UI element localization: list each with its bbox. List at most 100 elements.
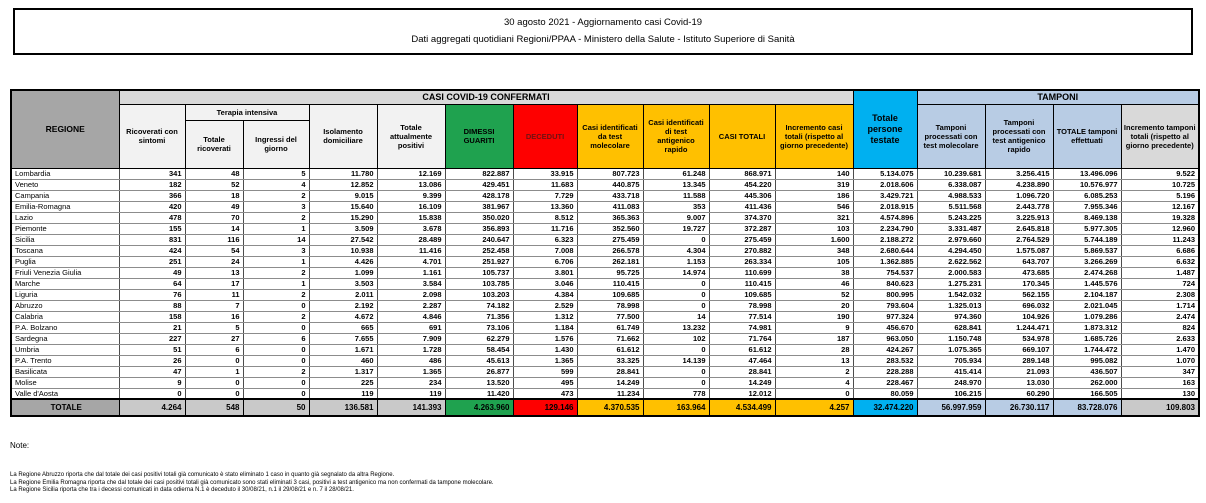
cell-ricoverati-sintomi: 424 — [118, 244, 186, 257]
region-name: Abruzzo — [10, 299, 120, 312]
cell-deceduti: 4.384 — [512, 288, 578, 301]
cell-tamponi-antigenico: 473.685 — [984, 266, 1054, 279]
cell-deceduti: 3.801 — [512, 266, 578, 279]
cell-attualmente-positivi: 3.678 — [376, 222, 446, 235]
header-casi-antigenico: Casi identificati di test antigenico rap… — [642, 103, 710, 169]
region-name: Toscana — [10, 244, 120, 257]
region-row: Sardegna 227 27 6 7.655 7.909 62.279 1.5… — [10, 332, 1200, 345]
header-incremento-casi: Incremento casi totali (rispetto al gior… — [774, 103, 854, 169]
cell-casi-molecolare: 33.325 — [576, 354, 644, 367]
cell-terapia-totale: 0 — [184, 354, 244, 367]
cell-dimessi-guariti: 11.420 — [444, 387, 514, 400]
cell-terapia-ingressi: 2 — [242, 211, 310, 224]
cell-incremento-casi: 2 — [774, 365, 854, 378]
cell-dimessi-guariti: 252.458 — [444, 244, 514, 257]
cell-deceduti: 6.706 — [512, 255, 578, 268]
cell-casi-molecolare: 365.363 — [576, 211, 644, 224]
cell-dimessi-guariti: 103.203 — [444, 288, 514, 301]
cell-terapia-totale: 116 — [184, 233, 244, 246]
cell-dimessi-guariti: 428.178 — [444, 189, 514, 202]
cell-attualmente-positivi: 119 — [376, 387, 446, 400]
cell-deceduti: 473 — [512, 387, 578, 400]
cell-casi-molecolare: 28.841 — [576, 365, 644, 378]
cell-incremento-casi: 9 — [774, 321, 854, 334]
cell-persone-testate: 424.267 — [852, 343, 918, 356]
cell-persone-testate: 2.680.644 — [852, 244, 918, 257]
cell-casi-molecolare: 433.718 — [576, 189, 644, 202]
cell-tamponi-antigenico: 669.107 — [984, 343, 1054, 356]
cell-dimessi-guariti: 105.737 — [444, 266, 514, 279]
cell-attualmente-positivi: 7.909 — [376, 332, 446, 345]
cell-attualmente-positivi: 2.287 — [376, 299, 446, 312]
header-casi-confermati-band: CASI COVID-19 CONFERMATI — [118, 89, 854, 105]
cell-casi-antigenico: 102 — [642, 332, 710, 345]
cell-tamponi-antigenico: 1.244.471 — [984, 321, 1054, 334]
cell-tamponi-molecolare: 4.294.450 — [916, 244, 986, 257]
cell-deceduti: 13.360 — [512, 200, 578, 213]
cell-tamponi-molecolare: 1.542.032 — [916, 288, 986, 301]
cell-casi-totali: 28.841 — [708, 365, 776, 378]
cell-casi-antigenico: 0 — [642, 376, 710, 389]
header-tamponi-band: TAMPONI — [916, 89, 1200, 105]
header-isolamento-domiciliare: Isolamento domiciliare — [308, 103, 378, 169]
cell-persone-testate: 283.532 — [852, 354, 918, 367]
header-terapia-intensiva: Terapia intensiva — [184, 103, 310, 121]
cell-terapia-ingressi: 2 — [242, 288, 310, 301]
cell-terapia-ingressi: 0 — [242, 354, 310, 367]
cell-casi-totali: 868.971 — [708, 167, 776, 180]
cell-tamponi-molecolare: 6.338.087 — [916, 178, 986, 191]
title-box: 30 agosto 2021 - Aggiornamento casi Covi… — [13, 8, 1193, 55]
cell-incremento-tamponi: 11.243 — [1120, 233, 1200, 246]
header-casi-totali: CASI TOTALI — [708, 103, 776, 169]
cell-casi-totali: 263.334 — [708, 255, 776, 268]
cell-casi-antigenico: 19.727 — [642, 222, 710, 235]
cell-casi-molecolare: 11.234 — [576, 387, 644, 400]
cell-casi-antigenico: 13.232 — [642, 321, 710, 334]
cell-deceduti: 1.184 — [512, 321, 578, 334]
cell-incremento-casi: 187 — [774, 332, 854, 345]
cell-ricoverati-sintomi: 49 — [118, 266, 186, 279]
region-row: Veneto 182 52 4 12.852 13.086 429.451 11… — [10, 178, 1200, 191]
cell-persone-testate: 228.288 — [852, 365, 918, 378]
cell-casi-molecolare: 61.612 — [576, 343, 644, 356]
cell-terapia-totale: 48 — [184, 167, 244, 180]
cell-casi-molecolare: 109.685 — [576, 288, 644, 301]
cell-ricoverati-sintomi: 227 — [118, 332, 186, 345]
cell-casi-molecolare: 275.459 — [576, 233, 644, 246]
cell-isolamento-domiciliare: 2.192 — [308, 299, 378, 312]
cell-ricoverati-sintomi: 420 — [118, 200, 186, 213]
region-name: Liguria — [10, 288, 120, 301]
cell-totale-tamponi: 1.445.576 — [1052, 277, 1122, 290]
cell-ricoverati-sintomi: 366 — [118, 189, 186, 202]
cell-isolamento-domiciliare: 15.640 — [308, 200, 378, 213]
cell-incremento-tamponi: 824 — [1120, 321, 1200, 334]
cell-attualmente-positivi: 12.169 — [376, 167, 446, 180]
cell-isolamento-domiciliare: 460 — [308, 354, 378, 367]
region-name: Lombardia — [10, 167, 120, 180]
cell-tamponi-antigenico: 170.345 — [984, 277, 1054, 290]
cell-tamponi-molecolare: 4.988.533 — [916, 189, 986, 202]
cell-persone-testate: 2.018.606 — [852, 178, 918, 191]
cell-totale-tamponi: 1.744.472 — [1052, 343, 1122, 356]
cell-casi-molecolare: 440.875 — [576, 178, 644, 191]
cell-persone-testate: 963.050 — [852, 332, 918, 345]
cell-tamponi-molecolare: 705.934 — [916, 354, 986, 367]
cell-tamponi-molecolare: 415.414 — [916, 365, 986, 378]
header-attualmente-positivi: Totale attualmente positivi — [376, 103, 446, 169]
cell-totale-tamponi: 2.021.045 — [1052, 299, 1122, 312]
region-row: Umbria 51 6 0 1.671 1.728 58.454 1.430 6… — [10, 343, 1200, 356]
cell-totale-tamponi: 262.000 — [1052, 376, 1122, 389]
cell-deceduti: 7.729 — [512, 189, 578, 202]
region-name: Marche — [10, 277, 120, 290]
cell-attualmente-positivi: 4.846 — [376, 310, 446, 323]
cell-isolamento-domiciliare: 3.509 — [308, 222, 378, 235]
region-row: Friuli Venezia Giulia 49 13 2 1.099 1.16… — [10, 266, 1200, 279]
cell-tamponi-antigenico: 1.096.720 — [984, 189, 1054, 202]
cell-attualmente-positivi: 11.416 — [376, 244, 446, 257]
cell-deceduti: 6.323 — [512, 233, 578, 246]
cell-tamponi-molecolare: 106.215 — [916, 387, 986, 400]
cell-casi-antigenico: 11.588 — [642, 189, 710, 202]
cell-terapia-ingressi: 0 — [242, 299, 310, 312]
cell-tamponi-antigenico: 60.290 — [984, 387, 1054, 400]
cell-terapia-totale: 13 — [184, 266, 244, 279]
